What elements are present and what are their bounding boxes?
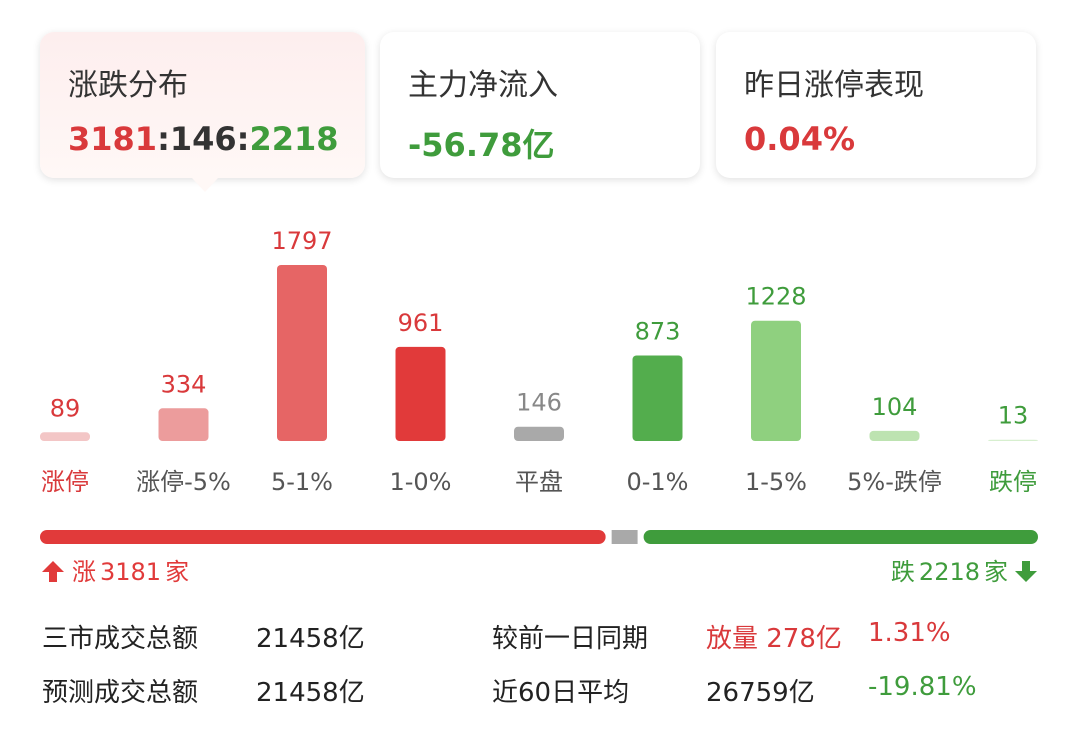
bar xyxy=(988,439,1038,441)
card-value: -56.78亿 xyxy=(408,120,555,166)
bar xyxy=(158,408,209,441)
card-value-part: 3181 xyxy=(68,120,158,158)
x-tick-label: 1-0% xyxy=(389,468,451,496)
summary-cell: 21458亿 xyxy=(256,624,365,654)
x-tick-label: 平盘 xyxy=(515,468,563,496)
label-part: 2218 xyxy=(919,558,980,586)
x-tick-label: 跌停 xyxy=(989,468,1037,496)
value-label: 104 xyxy=(872,393,918,421)
pointer xyxy=(192,178,218,192)
summary-cell: 三市成交总额 xyxy=(42,624,199,654)
x-tick-label: 涨停 xyxy=(41,468,89,496)
value-label: 1228 xyxy=(745,283,806,311)
summary-cell: 26759亿 xyxy=(706,678,815,708)
x-tick-label: 涨停-5% xyxy=(136,468,231,496)
summary-cell: 近60日平均 xyxy=(492,678,630,708)
card[interactable]: 涨跌分布 3181:146:2218 xyxy=(40,32,365,178)
label-part: 家 xyxy=(984,558,1008,586)
card-title: 涨跌分布 xyxy=(68,68,188,103)
bar xyxy=(632,355,683,441)
summary-cell: -19.81% xyxy=(868,672,977,702)
value-label: 961 xyxy=(398,309,444,337)
card-value-part: 0.04% xyxy=(744,120,856,158)
card-value-part: -56.78亿 xyxy=(408,126,555,164)
card-value: 0.04% xyxy=(744,120,855,158)
value-label: 89 xyxy=(50,394,81,422)
value-label: 146 xyxy=(516,389,562,417)
bar xyxy=(40,432,90,441)
label-part: 家 xyxy=(165,558,189,586)
label-part: 3181 xyxy=(100,558,161,586)
card-value-part: : xyxy=(157,120,170,158)
breadth-up xyxy=(40,530,606,544)
x-tick-label: 1-5% xyxy=(745,468,807,496)
bar xyxy=(514,426,564,441)
breadth-flat xyxy=(611,530,638,544)
arrow-down-icon xyxy=(1015,561,1037,582)
label-part: 涨 xyxy=(72,558,96,586)
breadth-up-label: 涨 3181 家 xyxy=(72,558,189,586)
bar xyxy=(869,430,920,441)
card-title: 昨日涨停表现 xyxy=(744,68,924,103)
bar xyxy=(395,346,446,441)
label-part: 跌 xyxy=(891,558,915,586)
summary-cell: 放量 278亿 xyxy=(706,624,842,654)
card[interactable]: 主力净流入 -56.78亿 xyxy=(380,32,700,178)
x-tick-label: 0-1% xyxy=(626,468,688,496)
x-tick-label: 5-1% xyxy=(271,468,333,496)
card-value-part: 2218 xyxy=(249,120,339,158)
summary-cell: 1.31% xyxy=(868,618,951,648)
bar xyxy=(751,320,801,441)
value-label: 13 xyxy=(998,402,1029,430)
breadth-down xyxy=(643,530,1038,544)
card[interactable]: 昨日涨停表现 0.04% xyxy=(716,32,1036,178)
value-label: 334 xyxy=(161,370,207,398)
card-value-part: : xyxy=(236,120,250,158)
breadth-down-label: 跌 2218 家 xyxy=(891,558,1008,586)
summary-cell: 21458亿 xyxy=(256,678,365,708)
card-value-part: 146 xyxy=(169,120,237,158)
card-value: 3181:146:2218 xyxy=(68,120,339,158)
value-label: 873 xyxy=(635,317,681,345)
bar xyxy=(277,265,327,441)
summary-cell: 较前一日同期 xyxy=(492,624,649,654)
summary-cell: 预测成交总额 xyxy=(42,678,199,708)
card-title: 主力净流入 xyxy=(408,68,558,103)
x-tick-label: 5%-跌停 xyxy=(847,468,942,496)
arrow-up-icon xyxy=(42,561,64,582)
value-label: 1797 xyxy=(271,227,332,255)
